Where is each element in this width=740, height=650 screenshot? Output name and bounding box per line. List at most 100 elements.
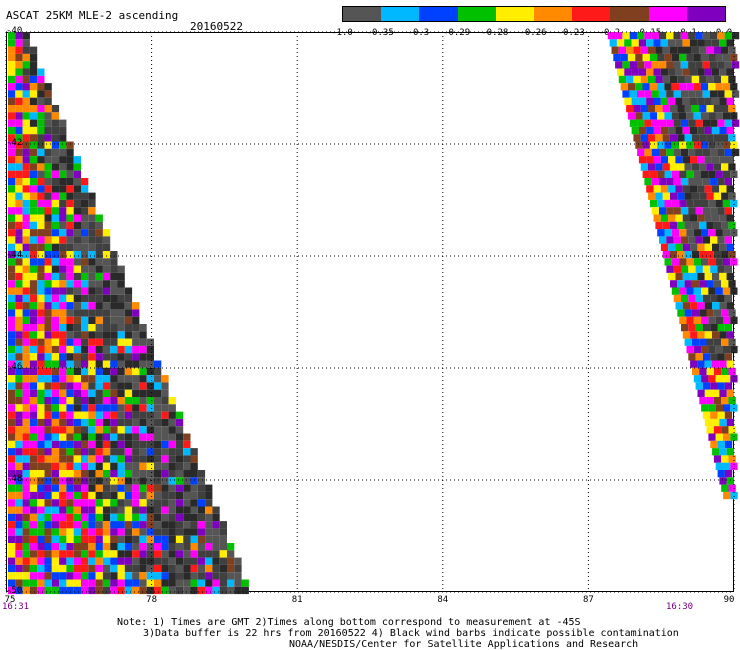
data-cell <box>648 105 656 113</box>
data-cell <box>37 433 45 441</box>
data-cell <box>154 557 162 565</box>
data-cell <box>29 126 38 135</box>
data-cell <box>697 302 705 310</box>
data-cell <box>702 32 710 40</box>
data-cell <box>22 535 30 543</box>
data-cell <box>662 221 670 230</box>
data-cell <box>719 185 727 193</box>
data-cell <box>695 265 703 273</box>
data-cell <box>102 426 111 434</box>
data-cell <box>635 83 643 91</box>
data-cell <box>102 367 111 376</box>
data-cell <box>168 440 176 449</box>
data-cell <box>657 199 665 208</box>
data-cell <box>682 39 690 47</box>
data-cell <box>88 491 96 500</box>
data-cell <box>168 572 176 580</box>
data-cell <box>682 243 691 251</box>
data-cell <box>726 477 734 485</box>
data-cell <box>51 170 60 178</box>
data-cell <box>631 126 639 135</box>
data-cell <box>635 141 643 149</box>
data-cell <box>219 572 227 580</box>
data-cell <box>8 68 16 76</box>
data-cell <box>102 287 111 295</box>
data-cell <box>66 229 74 237</box>
data-cell <box>154 535 162 543</box>
data-cell <box>117 367 125 376</box>
data-cell <box>37 397 45 405</box>
data-cell <box>22 324 30 332</box>
data-cell <box>699 46 707 54</box>
data-cell <box>640 105 648 113</box>
data-cell <box>712 331 720 339</box>
data-cell <box>95 375 103 383</box>
data-cell <box>124 513 133 522</box>
data-cell <box>66 586 74 595</box>
data-cell <box>704 331 712 339</box>
data-cell <box>29 229 38 237</box>
data-cell <box>686 258 694 266</box>
data-cell <box>724 440 733 449</box>
data-cell <box>8 579 16 587</box>
data-cell <box>146 506 154 514</box>
data-cell <box>730 433 738 441</box>
data-cell <box>59 513 67 522</box>
data-cell <box>653 126 661 135</box>
data-cell <box>669 46 678 54</box>
data-cell <box>657 141 665 149</box>
data-cell <box>708 345 716 354</box>
data-cell <box>8 462 16 470</box>
data-cell <box>154 586 162 595</box>
data-cell <box>190 455 198 463</box>
data-cell <box>110 389 118 397</box>
data-cell <box>102 360 111 368</box>
data-cell <box>673 207 681 215</box>
data-cell <box>690 272 698 281</box>
data-cell <box>711 156 720 164</box>
data-cell <box>88 477 96 485</box>
data-cell <box>8 543 16 551</box>
data-cell <box>59 506 67 514</box>
data-cell <box>22 192 30 200</box>
data-cell <box>37 83 45 91</box>
data-cell <box>679 53 687 62</box>
data-cell <box>51 477 60 485</box>
data-cell <box>124 418 133 427</box>
data-cell <box>44 506 52 514</box>
data-cell <box>22 272 30 281</box>
data-cell <box>37 302 45 310</box>
data-cell <box>622 90 630 98</box>
data-cell <box>102 265 111 273</box>
data-cell <box>637 90 645 98</box>
data-cell <box>81 316 89 324</box>
data-cell <box>29 506 38 514</box>
data-cell <box>124 324 133 332</box>
data-cell <box>673 90 681 98</box>
data-cell <box>51 185 60 193</box>
data-cell <box>51 214 60 222</box>
data-cell <box>81 207 89 215</box>
data-cell <box>646 39 654 47</box>
data-cell <box>81 229 89 237</box>
data-cell <box>227 543 235 551</box>
data-cell <box>690 68 698 76</box>
data-cell <box>712 243 720 251</box>
data-cell <box>44 521 52 529</box>
data-cell <box>22 39 30 47</box>
data-cell <box>638 126 647 135</box>
data-cell <box>168 499 176 507</box>
data-cell <box>88 265 96 273</box>
data-cell <box>88 367 96 376</box>
data-cell <box>146 426 154 434</box>
data-cell <box>15 353 23 361</box>
data-cell <box>59 302 67 310</box>
data-cell <box>73 572 81 580</box>
data-cell <box>117 382 125 390</box>
data-cell <box>646 126 654 135</box>
data-cell <box>22 287 30 295</box>
data-cell <box>110 448 118 456</box>
data-cell <box>706 75 714 84</box>
data-cell <box>59 550 67 558</box>
data-cell <box>59 178 67 186</box>
